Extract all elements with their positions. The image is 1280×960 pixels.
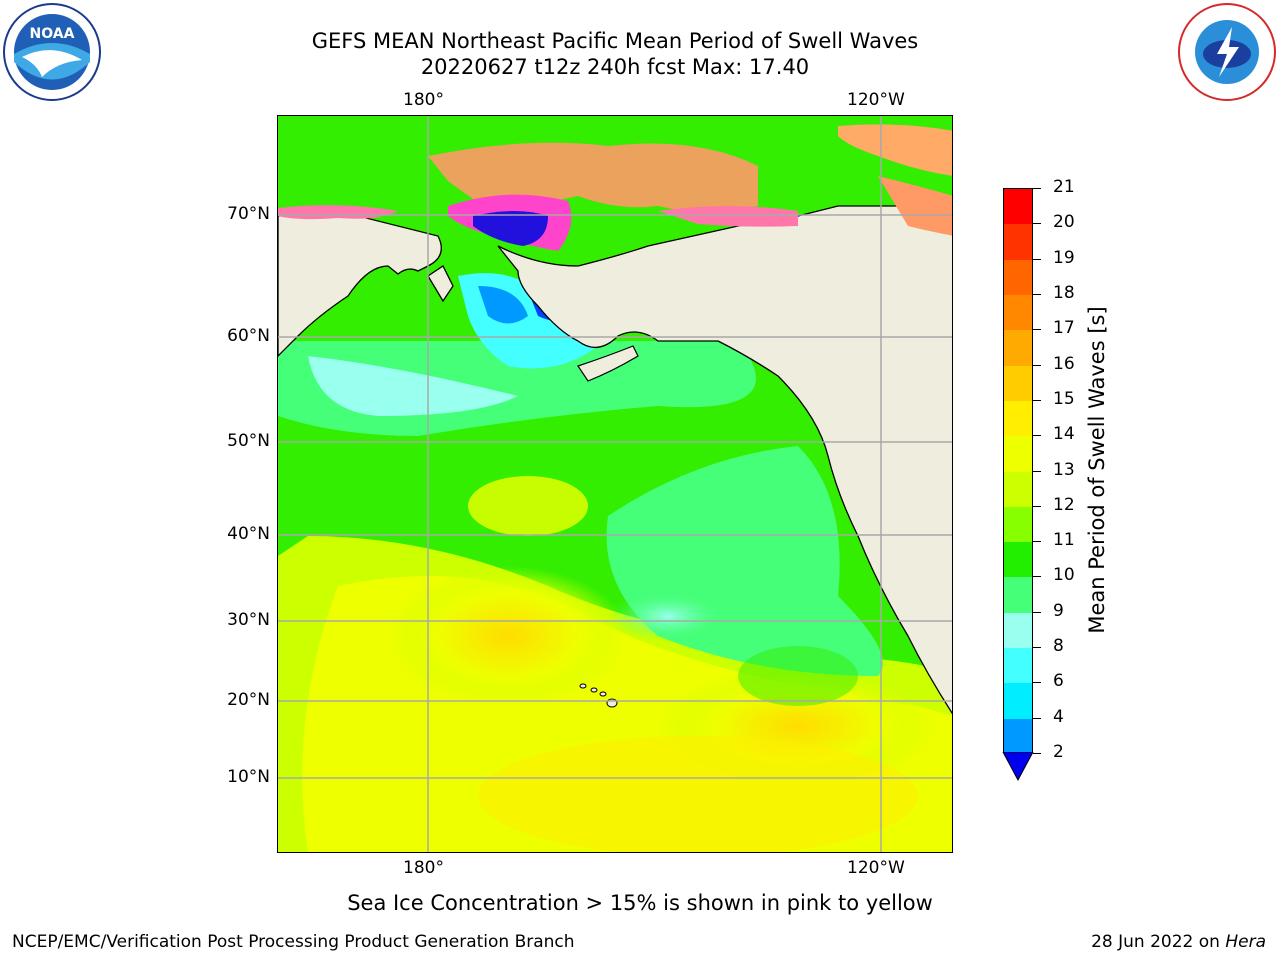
colorbar-segment	[1004, 330, 1032, 367]
lat-label-60n: 60°N	[227, 326, 270, 346]
footer-date-text: 28 Jun 2022 on	[1091, 932, 1226, 952]
swell-period-field	[278, 116, 952, 852]
colorbar-tick-mark	[1033, 470, 1041, 472]
colorbar-tick-mark	[1033, 753, 1041, 754]
colorbar-segment	[1004, 612, 1032, 649]
svg-text:NOAA: NOAA	[30, 26, 75, 42]
colorbar	[1003, 188, 1033, 755]
map-panel	[277, 115, 953, 853]
colorbar-segment	[1004, 224, 1032, 261]
lon-label-bottom-180: 180°	[403, 858, 444, 878]
colorbar-segment	[1004, 683, 1032, 720]
noaa-logo: NOAA	[2, 2, 102, 102]
colorbar-tick-mark	[1033, 611, 1041, 613]
colorbar-tick-label: 2	[1053, 742, 1064, 762]
colorbar-tick-label: 9	[1053, 600, 1064, 621]
lat-label-40n: 40°N	[227, 524, 270, 544]
colorbar-segment	[1004, 542, 1032, 578]
colorbar-tick-label: 15	[1053, 388, 1075, 409]
nws-logo	[1177, 2, 1277, 102]
colorbar-segment	[1004, 471, 1032, 508]
lat-label-70n: 70°N	[227, 204, 270, 224]
colorbar-tick-label: 12	[1053, 494, 1075, 515]
lat-label-10n: 10°N	[227, 767, 270, 787]
footer-host: Hera	[1225, 932, 1266, 952]
colorbar-tick-label: 13	[1053, 459, 1075, 480]
colorbar-tick-mark	[1033, 717, 1041, 719]
colorbar-tick-mark	[1033, 364, 1041, 366]
colorbar-tick-mark	[1033, 329, 1041, 331]
lon-label-top-180: 180°	[403, 90, 444, 110]
colorbar-tick-label: 10	[1053, 565, 1075, 586]
colorbar-segment	[1004, 400, 1032, 437]
colorbar-tick-mark	[1033, 576, 1041, 578]
colorbar-tick-mark	[1033, 682, 1041, 684]
colorbar-segment	[1004, 718, 1032, 755]
lon-label-bottom-120w: 120°W	[847, 858, 905, 878]
colorbar-segment	[1004, 648, 1032, 684]
colorbar-tick-label: 17	[1053, 318, 1075, 339]
colorbar-tick-label: 11	[1053, 530, 1075, 551]
colorbar-tick-label: 18	[1053, 282, 1075, 303]
colorbar-tick-label: 20	[1053, 212, 1075, 233]
colorbar-extend-arrow	[1002, 752, 1034, 782]
colorbar-tick-mark	[1033, 223, 1041, 225]
lat-label-50n: 50°N	[227, 431, 270, 451]
colorbar-tick-mark	[1033, 647, 1041, 649]
colorbar-tick-mark	[1033, 435, 1041, 437]
colorbar-segment	[1004, 189, 1032, 225]
chart-subtitle: 20220627 t12z 240h fcst Max: 17.40	[420, 55, 810, 79]
colorbar-segment	[1004, 259, 1032, 296]
colorbar-tick-label: 8	[1053, 636, 1064, 657]
colorbar-tick-label: 14	[1053, 424, 1075, 445]
colorbar-segment	[1004, 436, 1032, 472]
colorbar-segment	[1004, 506, 1032, 543]
colorbar-tick-mark	[1033, 541, 1041, 543]
colorbar-label: Mean Period of Swell Waves [s]	[1085, 306, 1109, 634]
footer-date: 28 Jun 2022 on Hera	[1091, 932, 1266, 952]
lat-label-20n: 20°N	[227, 690, 270, 710]
colorbar-tick-mark	[1033, 188, 1041, 189]
sea-ice-caption: Sea Ice Concentration > 15% is shown in …	[347, 891, 933, 915]
colorbar-tick-mark	[1033, 293, 1041, 295]
colorbar-tick-mark	[1033, 505, 1041, 507]
chart-title: GEFS MEAN Northeast Pacific Mean Period …	[311, 29, 919, 53]
colorbar-tick-mark	[1033, 399, 1041, 401]
colorbar-segment	[1004, 294, 1032, 331]
colorbar-tick-mark	[1033, 258, 1041, 260]
colorbar-tick-label: 16	[1053, 353, 1075, 374]
colorbar-tick-label: 21	[1053, 177, 1075, 197]
footer-credit: NCEP/EMC/Verification Post Processing Pr…	[12, 932, 575, 952]
colorbar-tick-label: 4	[1053, 706, 1064, 727]
lon-label-top-120w: 120°W	[847, 90, 905, 110]
colorbar-tick-label: 6	[1053, 671, 1064, 692]
colorbar-segment	[1004, 365, 1032, 402]
colorbar-segment	[1004, 577, 1032, 614]
lat-label-30n: 30°N	[227, 610, 270, 630]
colorbar-tick-label: 19	[1053, 247, 1075, 268]
